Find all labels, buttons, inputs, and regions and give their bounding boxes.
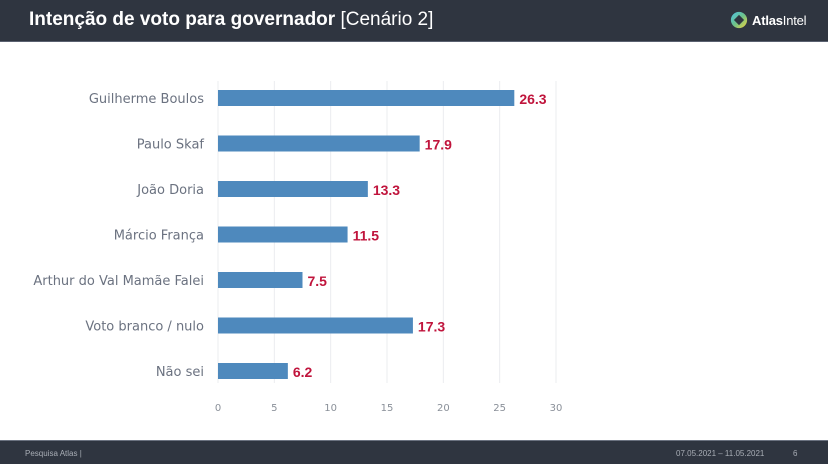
x-tick-label: 10	[324, 403, 337, 414]
x-tick-label: 20	[437, 403, 450, 414]
bar	[218, 363, 288, 379]
title-scenario: [Cenário 2]	[340, 9, 434, 30]
x-tick-label: 5	[271, 403, 277, 414]
data-labels: 26.3 17.9 13.3 11.5 7.5 17.3 6.2	[293, 91, 547, 380]
footer-date-range: 07.05.2021 – 11.05.2021	[676, 449, 765, 458]
x-tick-label: 25	[493, 403, 506, 414]
slide-title: Intenção de voto para governador [Cenári…	[29, 9, 433, 31]
data-label: 26.3	[519, 91, 546, 107]
category-label: Márcio França	[114, 229, 204, 244]
category-label: Voto branco / nulo	[85, 320, 204, 335]
data-label: 17.3	[418, 319, 445, 335]
data-label: 11.5	[353, 228, 380, 244]
data-label: 17.9	[425, 137, 452, 153]
footer-page-number: 6	[793, 449, 798, 458]
category-labels: Guilherme Boulos Paulo Skaf João Doria Márc…	[33, 92, 204, 380]
category-label: Não sei	[156, 365, 204, 380]
category-label: João Doria	[136, 183, 204, 198]
title-main: Intenção de voto para governador	[29, 9, 336, 30]
atlasintel-logo-icon	[730, 11, 748, 29]
bar	[218, 317, 413, 334]
bar	[218, 272, 303, 288]
x-tick-label: 0	[215, 403, 221, 414]
x-axis-ticks: 0 5 10 15 20 25 30	[215, 403, 563, 414]
slide-footer: Pesquisa Atlas | 07.05.2021 – 11.05.2021…	[0, 440, 828, 464]
x-tick-label: 30	[550, 403, 563, 414]
data-label: 13.3	[373, 182, 400, 198]
slide-header: Intenção de voto para governador [Cenári…	[0, 0, 828, 42]
bar-chart: Guilherme Boulos Paulo Skaf João Doria Márc…	[0, 41, 828, 440]
category-label: Arthur do Val Mamãe Falei	[33, 274, 204, 289]
footer-source: Pesquisa Atlas |	[25, 449, 82, 458]
data-label: 7.5	[308, 273, 328, 289]
data-label: 6.2	[293, 364, 313, 380]
atlasintel-logo: AtlasIntel	[730, 10, 807, 30]
bar	[218, 226, 348, 243]
x-tick-label: 15	[381, 403, 394, 414]
category-label: Paulo Skaf	[137, 138, 205, 153]
category-label: Guilherme Boulos	[89, 92, 204, 107]
bar	[218, 90, 515, 106]
logo-text: AtlasIntel	[752, 12, 807, 28]
chart-canvas: Guilherme Boulos Paulo Skaf João Doria Márc…	[33, 81, 563, 414]
bar	[218, 181, 368, 197]
bars	[218, 90, 515, 379]
bar	[218, 135, 420, 152]
